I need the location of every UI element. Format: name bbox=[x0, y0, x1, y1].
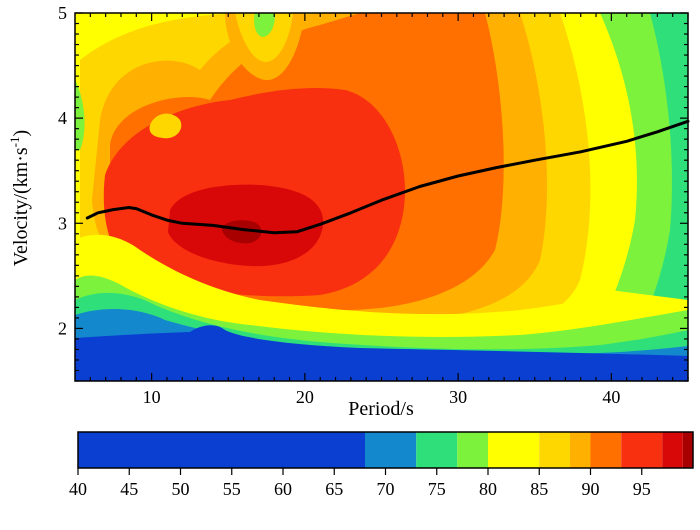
x-tick-label: 40 bbox=[602, 387, 620, 407]
contour-ridge-gap-inner bbox=[235, 13, 293, 62]
colorbar-segment bbox=[621, 432, 663, 468]
contour-level-77-edge bbox=[570, 13, 672, 381]
colorbar-segment bbox=[590, 432, 622, 468]
colorbar-tick-label: 95 bbox=[633, 479, 651, 499]
y-tick-label: 3 bbox=[58, 213, 67, 233]
x-tick-label: 20 bbox=[296, 387, 314, 407]
x-tick-label: 30 bbox=[449, 387, 467, 407]
colorbar-segment bbox=[682, 432, 693, 468]
colorbar-tick-label: 45 bbox=[120, 479, 138, 499]
colorbar-tick-label: 50 bbox=[172, 479, 190, 499]
colorbar-tick-label: 40 bbox=[69, 479, 87, 499]
colorbar-segment bbox=[78, 432, 365, 468]
colorbar-tick-label: 90 bbox=[582, 479, 600, 499]
colorbar-segment bbox=[662, 432, 683, 468]
colorbar-tick-label: 85 bbox=[530, 479, 548, 499]
colorbar-tick-label: 70 bbox=[377, 479, 395, 499]
colorbar-segment bbox=[365, 432, 417, 468]
y-tick-label: 5 bbox=[58, 3, 67, 23]
colorbar-ticks: 40 45 50 55 60 65 70 75 80 85 90 95 bbox=[69, 468, 651, 499]
contour-lower-blue bbox=[75, 325, 688, 381]
colorbar bbox=[78, 432, 693, 468]
colorbar-segment bbox=[570, 432, 591, 468]
colorbar-segment bbox=[457, 432, 488, 468]
colorbar-tick-label: 80 bbox=[479, 479, 497, 499]
y-tick-label: 4 bbox=[58, 108, 67, 128]
colorbar-segment bbox=[539, 432, 570, 468]
dispersion-curve-line bbox=[85, 119, 690, 235]
x-axis: 10 20 30 40 bbox=[89, 13, 689, 407]
contour-level-99-blob bbox=[222, 220, 262, 244]
contour-heatmap bbox=[75, 13, 688, 381]
x-axis-title: Period/s bbox=[348, 398, 414, 420]
colorbar-tick-label: 60 bbox=[274, 479, 292, 499]
contour-island bbox=[149, 113, 182, 139]
colorbar-segment bbox=[416, 432, 458, 468]
colorbar-segment bbox=[488, 432, 540, 468]
colorbar-tick-label: 65 bbox=[325, 479, 343, 499]
colorbar-tick-label: 55 bbox=[223, 479, 241, 499]
contour-green-speck bbox=[254, 13, 276, 37]
colorbar-tick-label: 75 bbox=[428, 479, 446, 499]
y-axis: 2 3 4 5 bbox=[58, 3, 688, 382]
y-tick-label: 2 bbox=[58, 318, 67, 338]
y-axis-title: Velocity/(km·s-1) bbox=[7, 130, 32, 266]
x-tick-label: 10 bbox=[143, 387, 161, 407]
